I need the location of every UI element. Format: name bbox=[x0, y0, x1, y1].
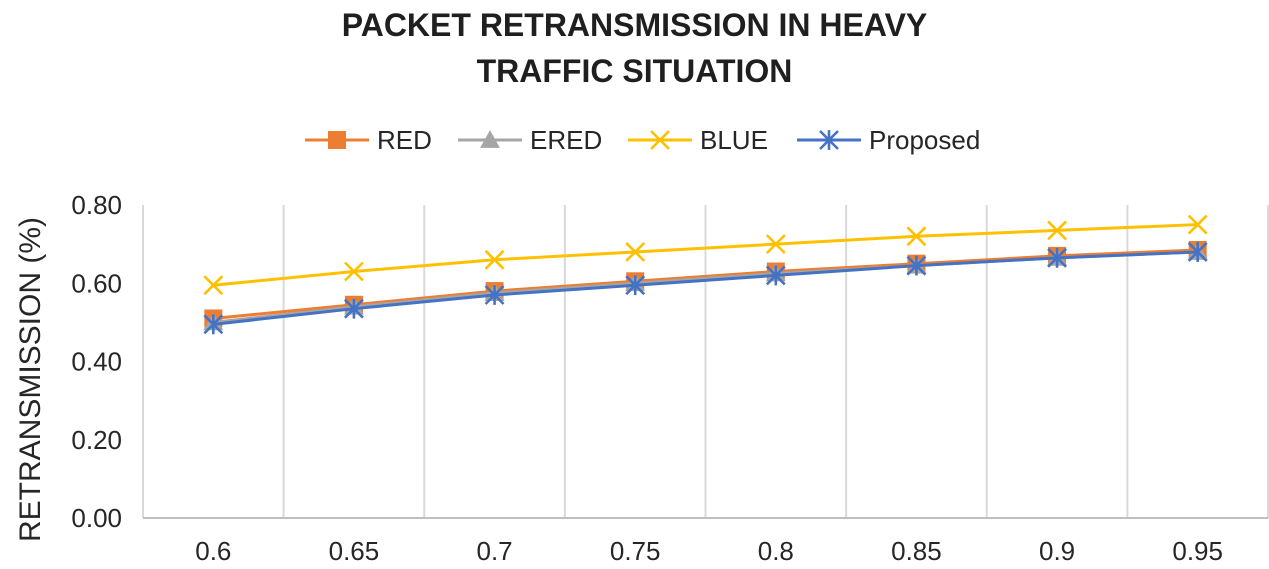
data-point bbox=[1187, 214, 1208, 235]
y-axis-ticks: 0.00 0.20 0.40 0.60 0.80 bbox=[71, 190, 122, 533]
data-point bbox=[484, 285, 505, 305]
y-tick-label: 0.60 bbox=[71, 268, 122, 298]
y-axis-title: RETRANSMISSION (%) bbox=[14, 217, 47, 542]
legend: RED ERED BLUE Proposed bbox=[305, 125, 980, 155]
data-point bbox=[203, 275, 224, 296]
data-point bbox=[344, 261, 364, 282]
data-point bbox=[906, 255, 927, 276]
legend-item-ered: ERED bbox=[458, 125, 602, 155]
chart-title-line-2: TRAFFIC SITUATION bbox=[476, 53, 793, 89]
x-tick-label: 0.65 bbox=[329, 536, 380, 566]
y-tick-label: 0.80 bbox=[71, 190, 122, 220]
legend-item-blue: BLUE bbox=[628, 125, 768, 155]
series-proposed bbox=[203, 242, 1208, 335]
data-point bbox=[625, 242, 646, 262]
data-point bbox=[344, 298, 364, 319]
chart-title: PACKET RETRANSMISSION IN HEAVY TRAFFIC S… bbox=[0, 2, 1269, 94]
data-point bbox=[484, 249, 505, 270]
legend-item-red: RED bbox=[305, 125, 432, 155]
legend-label: Proposed bbox=[869, 125, 980, 155]
x-tick-label: 0.9 bbox=[1039, 536, 1075, 566]
legend-item-proposed: Proposed bbox=[797, 125, 980, 155]
data-point bbox=[328, 131, 346, 149]
chart-title-line-1: PACKET RETRANSMISSION IN HEAVY bbox=[341, 7, 928, 43]
data-point bbox=[203, 314, 224, 335]
data-point bbox=[1047, 220, 1067, 241]
data-point bbox=[480, 130, 500, 148]
x-tick-label: 0.7 bbox=[476, 536, 512, 566]
x-tick-label: 0.75 bbox=[610, 536, 661, 566]
data-point bbox=[1047, 247, 1067, 268]
y-tick-label: 0.20 bbox=[71, 425, 122, 455]
series-line bbox=[213, 248, 1198, 320]
x-axis-ticks: 0.6 0.65 0.7 0.75 0.8 0.85 0.9 0.95 bbox=[195, 536, 1223, 566]
grid-lines bbox=[142, 205, 1269, 518]
data-point bbox=[906, 226, 927, 247]
series-blue bbox=[203, 214, 1208, 296]
y-tick-label: 0.00 bbox=[71, 503, 122, 533]
data-point bbox=[650, 130, 670, 150]
x-tick-label: 0.6 bbox=[195, 536, 231, 566]
data-point bbox=[819, 130, 839, 150]
data-point bbox=[765, 265, 786, 286]
legend-label: BLUE bbox=[700, 125, 768, 155]
legend-label: RED bbox=[377, 125, 432, 155]
series-line bbox=[213, 250, 1198, 326]
x-tick-label: 0.85 bbox=[891, 536, 942, 566]
data-point bbox=[1187, 242, 1208, 262]
x-tick-label: 0.95 bbox=[1172, 536, 1223, 566]
legend-label: ERED bbox=[530, 125, 602, 155]
series-line bbox=[213, 223, 1198, 287]
series-layer bbox=[203, 214, 1208, 335]
data-point bbox=[765, 234, 786, 255]
y-tick-label: 0.40 bbox=[71, 347, 122, 377]
x-tick-label: 0.8 bbox=[758, 536, 794, 566]
data-point bbox=[625, 275, 646, 296]
